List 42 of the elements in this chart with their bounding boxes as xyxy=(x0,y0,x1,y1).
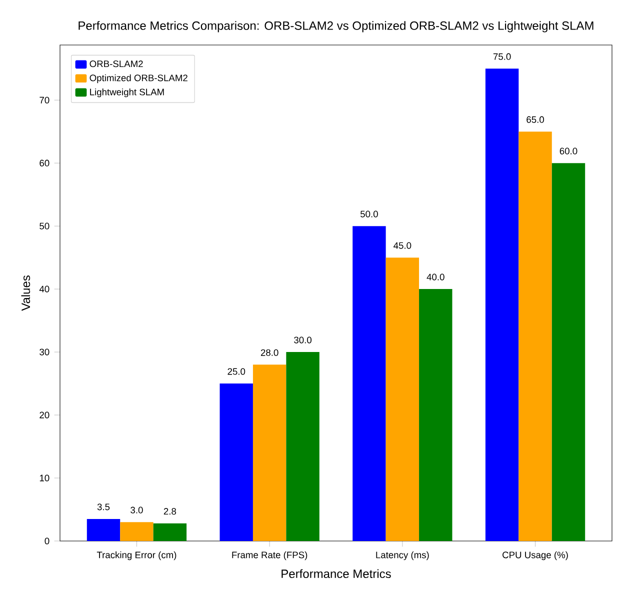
legend-label: ORB-SLAM2 xyxy=(90,60,143,68)
x-tick-label: Tracking Error (cm) xyxy=(96,551,176,560)
data-label: 3.5 xyxy=(97,504,110,510)
data-label: 40.0 xyxy=(426,274,444,280)
data-label: 2.8 xyxy=(164,508,176,515)
bar xyxy=(552,163,586,541)
data-label: 3.0 xyxy=(130,506,143,514)
data-label: 65.0 xyxy=(526,116,544,123)
data-label: 45.0 xyxy=(394,242,412,249)
data-label: 50.0 xyxy=(360,210,378,218)
bar xyxy=(120,522,154,541)
y-tick-label: 30 xyxy=(40,348,50,356)
legend-label: Optimized ORB-SLAM2 xyxy=(90,74,188,84)
x-tick-label: Frame Rate (FPS) xyxy=(232,551,308,560)
data-label: 75.0 xyxy=(493,53,511,60)
bar xyxy=(386,258,420,541)
bar xyxy=(352,226,386,541)
bar xyxy=(153,523,187,541)
y-tick-label: 0 xyxy=(44,538,50,544)
bar xyxy=(518,132,552,541)
y-tick-label: 50 xyxy=(40,222,50,230)
bar xyxy=(485,68,519,541)
x-tick-label: CPU Usage (%) xyxy=(502,551,568,560)
data-label: 25.0 xyxy=(228,368,246,375)
data-label: 30.0 xyxy=(294,336,312,344)
y-tick-label: 60 xyxy=(40,160,50,166)
y-tick-label: 10 xyxy=(40,474,50,482)
bar xyxy=(419,289,452,541)
bar xyxy=(86,518,120,541)
data-label: 28.0 xyxy=(260,349,278,356)
data-label: 60.0 xyxy=(560,148,578,154)
x-axis-title: Performance Metrics xyxy=(282,569,391,578)
y-tick-label: 70 xyxy=(40,96,50,104)
bar xyxy=(220,384,253,541)
y-tick-label: 40 xyxy=(39,286,50,292)
chart-title: Performance Metrics Comparison: ORB-SLAM2 vs Optimized ORB-SLAM2 vs Lightweight SLAM xyxy=(78,21,594,32)
x-tick-label: Latency (ms) xyxy=(376,551,429,560)
y-tick-label: 20 xyxy=(40,412,50,418)
legend-label: Lightweight SLAM xyxy=(90,88,164,98)
bar xyxy=(252,364,286,541)
y-axis-title: Values xyxy=(21,276,30,311)
bar xyxy=(286,352,320,541)
